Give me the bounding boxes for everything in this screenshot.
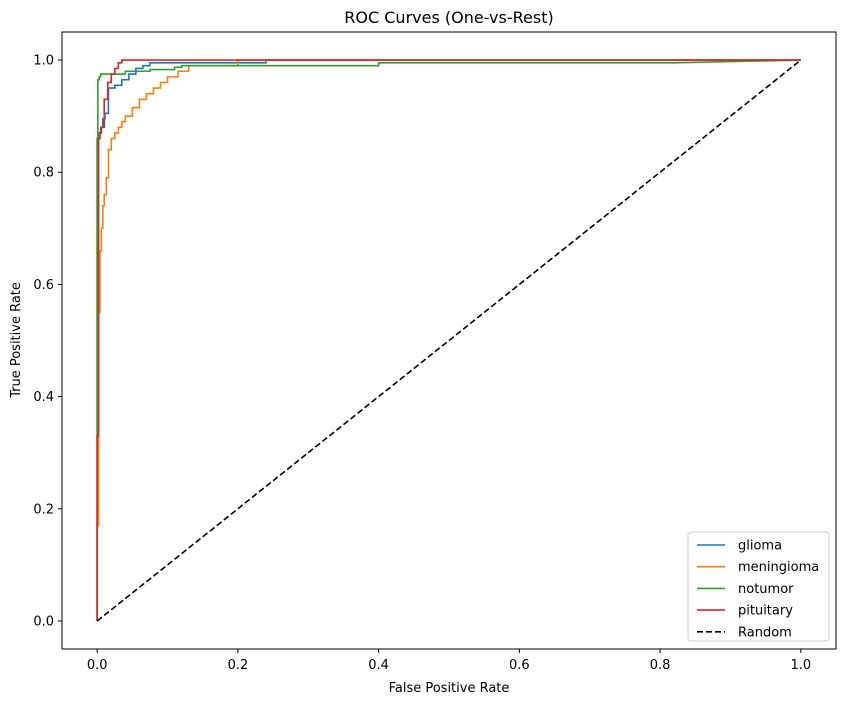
y-tick-label: 0.8 [33, 166, 54, 181]
y-tick-label: 0.0 [33, 614, 54, 629]
x-tick-label: 0.2 [228, 658, 249, 673]
y-axis-ticks: 0.0 0.2 0.4 0.6 0.8 1.0 [33, 54, 62, 629]
legend-box [687, 531, 830, 642]
x-tick-label: 0.6 [509, 658, 530, 673]
x-tick-label: 0.8 [650, 658, 671, 673]
y-axis-title: True Positive Rate [9, 282, 24, 399]
legend-label-meningioma: meningioma [738, 560, 819, 575]
plot-area [61, 31, 837, 650]
legend: glioma meningioma notumor pituitary Random [687, 531, 830, 642]
legend-items: glioma meningioma notumor pituitary Random [697, 539, 819, 640]
x-tick-label: 0.4 [368, 658, 389, 673]
x-tick-label: 0.0 [87, 658, 108, 673]
series-line-notumor [96, 59, 801, 621]
y-tick-label: 0.6 [33, 278, 54, 293]
y-tick-label: 0.4 [33, 390, 54, 405]
series-line-random [96, 59, 802, 622]
series-line-meningioma [96, 59, 801, 621]
y-tick-label: 1.0 [33, 54, 54, 69]
series-layer [96, 59, 802, 622]
legend-label-notumor: notumor [738, 582, 794, 597]
chart-title: ROC Curves (One-vs-Rest) [344, 8, 553, 27]
y-tick-label: 0.2 [33, 502, 54, 517]
x-axis-title: False Positive Rate [389, 681, 510, 696]
legend-label-glioma: glioma [738, 539, 782, 554]
x-tick-label: 1.0 [790, 658, 811, 673]
plot-border [61, 31, 837, 650]
legend-label-pituitary: pituitary [738, 604, 793, 619]
series-line-pituitary [96, 59, 801, 621]
x-axis-ticks: 0.0 0.2 0.4 0.6 0.8 1.0 [87, 649, 811, 673]
legend-label-random: Random [738, 625, 792, 640]
